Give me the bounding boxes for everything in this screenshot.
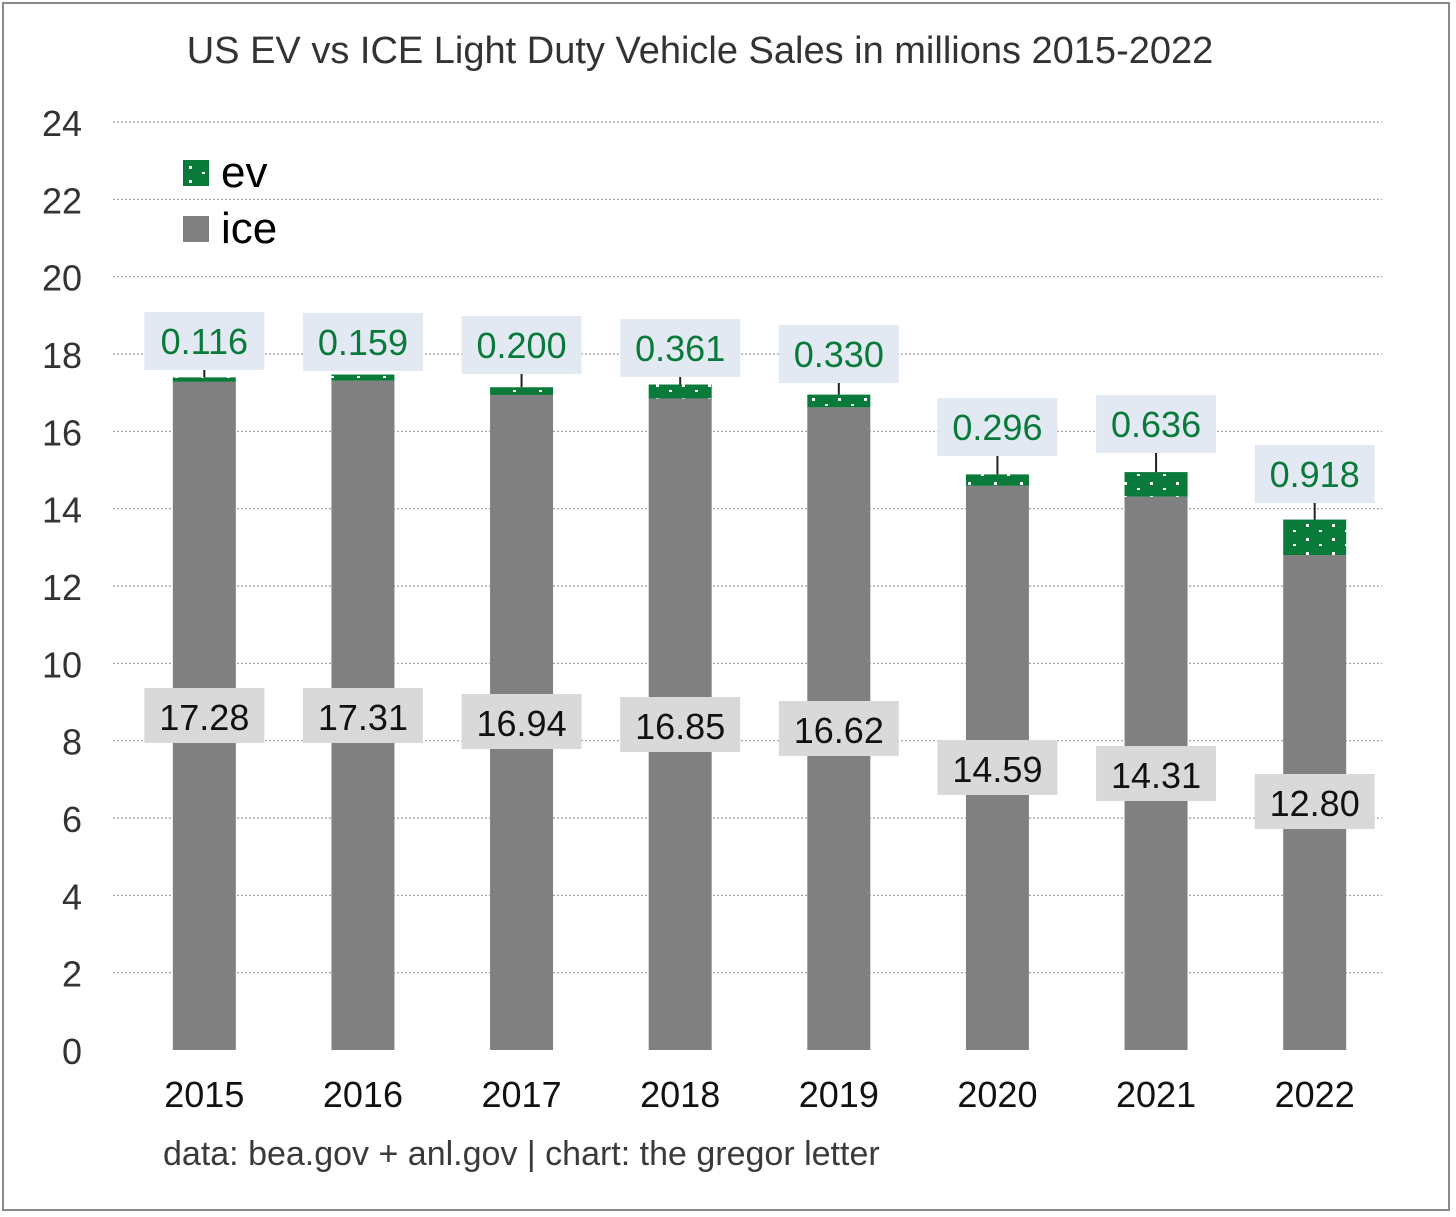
bar-ev-2021 (1124, 472, 1188, 497)
ev-label-box (1254, 445, 1375, 503)
x-tick-label: 2018 (640, 1074, 720, 1115)
ev-data-label: 0.296 (952, 407, 1042, 448)
ev-data-label: 0.918 (1270, 454, 1360, 495)
chart-title: US EV vs ICE Light Duty Vehicle Sales in… (186, 30, 1214, 72)
ev-label-box (1096, 395, 1217, 453)
ev-data-label: 0.159 (318, 322, 408, 363)
ice-label-box (620, 697, 741, 752)
y-tick-label: 12 (42, 567, 82, 608)
y-tick-label: 22 (42, 180, 82, 221)
x-tick-label: 2016 (323, 1074, 403, 1115)
legend-swatch-ice (183, 216, 209, 242)
bar-ev-2017 (490, 387, 554, 395)
bar-ev-2020 (965, 474, 1029, 486)
y-tick-label: 4 (62, 876, 82, 917)
y-tick-label: 6 (62, 799, 82, 840)
x-tick-label: 2021 (1116, 1074, 1196, 1115)
ev-label-box (144, 312, 265, 370)
y-tick-label: 20 (42, 258, 82, 299)
gridlines (113, 121, 1382, 974)
ice-label-box (937, 740, 1058, 795)
ice-label-box (1254, 774, 1375, 829)
ice-label-box (778, 701, 899, 756)
ev-label-box (461, 316, 582, 374)
ev-label-box (937, 398, 1058, 456)
ev-label-box (778, 325, 899, 383)
legend-item-ice: ice (183, 201, 277, 257)
ev-data-label: 0.636 (1111, 404, 1201, 445)
bar-ev-2019 (807, 394, 871, 408)
bar-ev-2015 (172, 377, 236, 382)
x-tick-label: 2022 (1275, 1074, 1355, 1115)
y-tick-label: 8 (62, 722, 82, 763)
ice-data-label: 14.59 (952, 749, 1042, 790)
ice-label-box (302, 688, 423, 743)
bar-ev-2022 (1283, 519, 1347, 556)
ice-data-label: 17.28 (159, 697, 249, 738)
ev-data-label: 0.116 (161, 321, 248, 362)
ev-label-box (620, 319, 741, 377)
y-tick-label: 14 (42, 490, 82, 531)
ev-label-box (302, 313, 423, 371)
ice-data-label: 16.85 (635, 706, 725, 747)
ice-data-label: 17.31 (318, 697, 408, 738)
ice-data-label: 14.31 (1111, 755, 1201, 796)
legend-item-ev: ev (183, 145, 277, 201)
ice-label-box (1096, 746, 1217, 801)
x-tick-label: 2017 (482, 1074, 562, 1115)
x-axis-ticks: 2015 2016 2017 2018 2019 2020 2021 2022 (164, 1074, 1354, 1115)
y-tick-label: 10 (42, 644, 82, 685)
ice-data-label: 12.80 (1270, 783, 1360, 824)
x-tick-label: 2020 (957, 1074, 1037, 1115)
ev-data-label: 0.330 (794, 334, 884, 375)
legend-label-ice: ice (221, 204, 278, 253)
x-tick-label: 2019 (799, 1074, 879, 1115)
y-tick-label: 0 (62, 1031, 82, 1072)
y-tick-label: 24 (42, 103, 82, 144)
y-tick-label: 16 (42, 412, 82, 453)
legend-label-ev: ev (221, 148, 268, 197)
y-tick-label: 2 (62, 954, 82, 995)
ice-data-label: 16.94 (477, 703, 567, 744)
x-tick-label: 2015 (164, 1074, 244, 1115)
data-labels: 17.28 0.116 17.31 0.159 16.94 0.200 16.85 0.361… (144, 312, 1375, 829)
ice-label-box (144, 688, 265, 743)
legend-swatch-ev (183, 160, 209, 186)
ev-data-label: 0.361 (635, 328, 725, 369)
ev-data-label: 0.200 (477, 325, 567, 366)
ice-data-label: 16.62 (794, 710, 884, 751)
bar-ev-2018 (648, 384, 712, 399)
chart-source: data: bea.gov + anl.gov | chart: the gre… (163, 1135, 880, 1173)
legend: ev ice (183, 145, 277, 257)
y-tick-label: 18 (42, 335, 82, 376)
bar-ev-2016 (331, 374, 395, 381)
ice-label-box (461, 694, 582, 749)
